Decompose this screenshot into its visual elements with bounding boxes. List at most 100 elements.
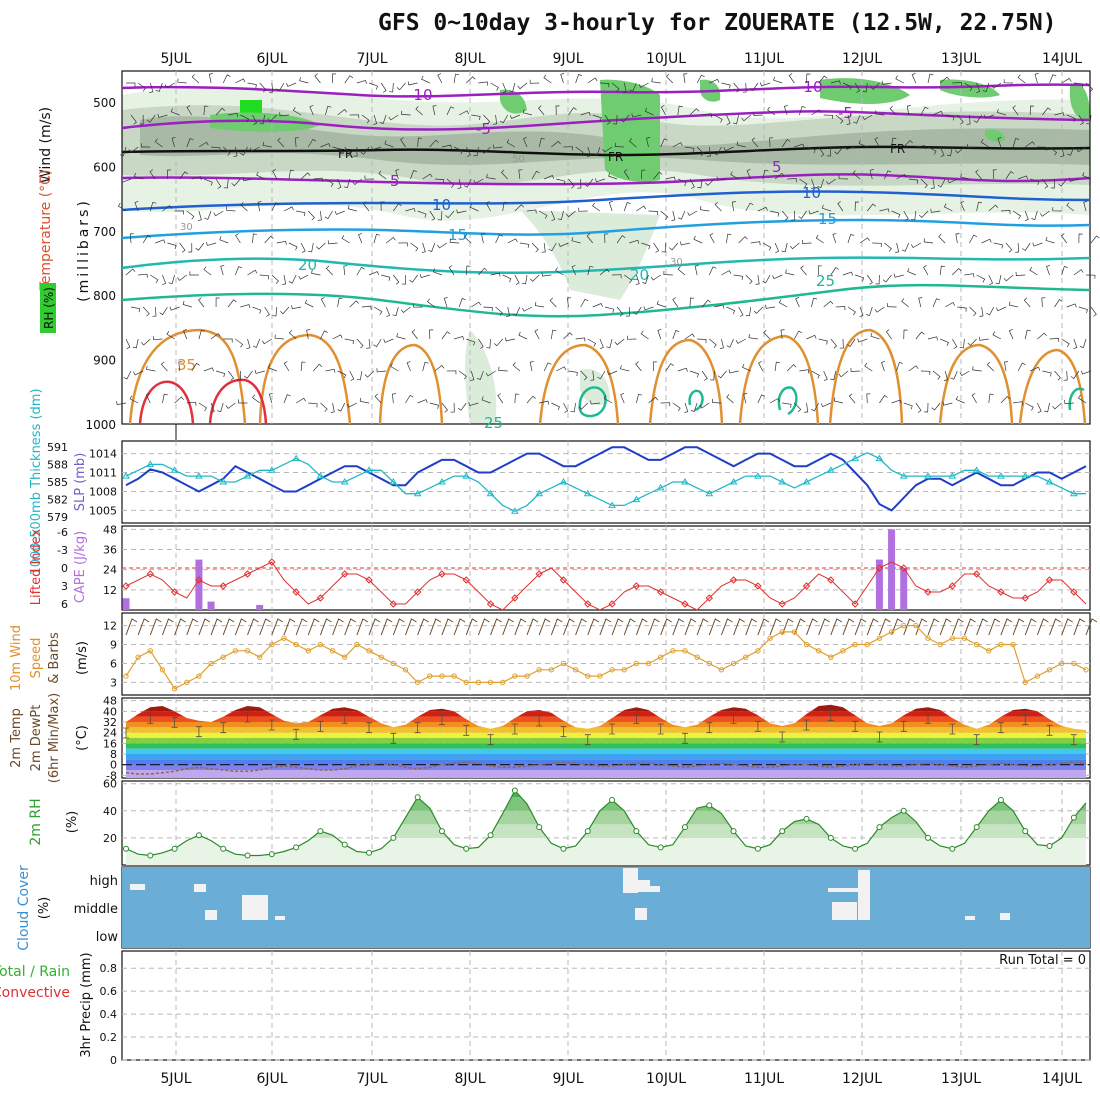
upper-barb (279, 112, 290, 117)
upper-barb (746, 168, 752, 180)
upper-barb (228, 112, 239, 117)
upper-barb (835, 306, 846, 311)
minmax-marker (147, 712, 154, 724)
upper-barb (1044, 402, 1050, 413)
rh-point (220, 845, 227, 852)
upper-barb (1000, 210, 1011, 215)
upper-barb (313, 363, 323, 372)
wind-speed-point (572, 667, 579, 673)
upper-barb (349, 300, 360, 308)
upper-barb (195, 242, 205, 251)
upper-barb (960, 173, 970, 180)
wind-speed-point (694, 654, 700, 660)
upper-barb (795, 296, 800, 308)
cape-tick: 36 (103, 544, 117, 557)
upper-barb (757, 394, 766, 404)
upper-barb (820, 402, 831, 408)
upper-barb (446, 178, 455, 188)
upper-barb (947, 178, 958, 184)
upper-barb (415, 106, 423, 116)
upper-barb (512, 362, 521, 372)
upper-barb (592, 114, 602, 122)
upper-barb (231, 178, 241, 187)
upper-barb (313, 177, 323, 182)
wind-speed-point (597, 673, 603, 679)
upper-barb (538, 105, 545, 116)
upper-barb (952, 338, 958, 349)
upper-barb (356, 266, 365, 276)
top-date-label: 10JUL (646, 51, 686, 67)
upper-barb (286, 82, 297, 87)
thickness-point (316, 472, 325, 479)
rh-point (268, 851, 275, 858)
panel-frame-slp (121, 440, 1091, 524)
upper-barb (578, 402, 589, 410)
upper-barb (660, 210, 669, 220)
wind-tick: 3 (110, 676, 117, 689)
upper-barb (126, 82, 136, 87)
upper-barb (512, 306, 521, 316)
upper-barb (1037, 402, 1042, 414)
wind-speed-point (184, 679, 190, 686)
wind-barb (405, 618, 417, 636)
wind-speed-point (414, 679, 421, 686)
upper-barb (544, 175, 555, 180)
wind-label-3: & Barbs (47, 632, 62, 684)
upper-barb (575, 74, 583, 84)
wind-barb (720, 618, 733, 636)
wind-barb (878, 618, 891, 636)
upper-barb (716, 176, 727, 181)
upper-barb (409, 274, 418, 283)
top-date-label: 13JUL (941, 51, 981, 67)
upper-barb (481, 233, 486, 244)
rh-point (390, 834, 397, 841)
wind-barb (793, 618, 806, 636)
upper-barb (578, 207, 588, 212)
upper-barb (896, 361, 903, 372)
bottom-date-label: 14JUL (1042, 1071, 1082, 1087)
upper-barb (551, 140, 561, 148)
upper-barb (160, 361, 168, 372)
rh-band (126, 837, 1086, 865)
cloud-block (648, 886, 660, 892)
upper-barb (915, 145, 926, 150)
upper-barb (485, 201, 491, 212)
minmax-marker (754, 720, 761, 732)
upper-barb (359, 397, 370, 404)
upper-barb (352, 178, 363, 185)
cape-tick: 12 (103, 584, 117, 597)
upper-barb (847, 233, 855, 244)
upper-barb (373, 306, 383, 315)
upper-barb (882, 274, 892, 283)
upper-barb (167, 169, 172, 180)
upper-barb (456, 209, 467, 214)
wind-barb (356, 618, 369, 636)
upper-barb (396, 333, 406, 340)
upper-barb (1078, 114, 1084, 125)
wind-speed-point (767, 635, 773, 641)
wind-barb (392, 618, 405, 636)
upper-barb (385, 237, 396, 244)
upper-barb (1049, 338, 1060, 343)
upper-barb (320, 143, 331, 148)
upper-barb (875, 274, 880, 285)
wind-speed-point (585, 673, 591, 679)
upper-barb (830, 370, 837, 381)
upper-barb (417, 137, 422, 148)
wind-speed-point (500, 679, 506, 686)
upper-barb (661, 242, 667, 253)
li-point (341, 570, 349, 578)
upper-barb (852, 170, 861, 180)
upper-barb (392, 393, 397, 404)
upper-barb (346, 402, 358, 408)
upper-barb (660, 402, 671, 407)
upper-barb (311, 269, 321, 276)
cloud-label: Cloud Cover (16, 865, 32, 951)
upper-barb (677, 266, 686, 276)
minmax-marker (949, 723, 956, 735)
upper-barb (541, 272, 552, 277)
upper-barb (169, 306, 180, 311)
upper-barb (361, 305, 372, 310)
upper-barb (203, 178, 213, 186)
upper-barb (881, 80, 892, 85)
